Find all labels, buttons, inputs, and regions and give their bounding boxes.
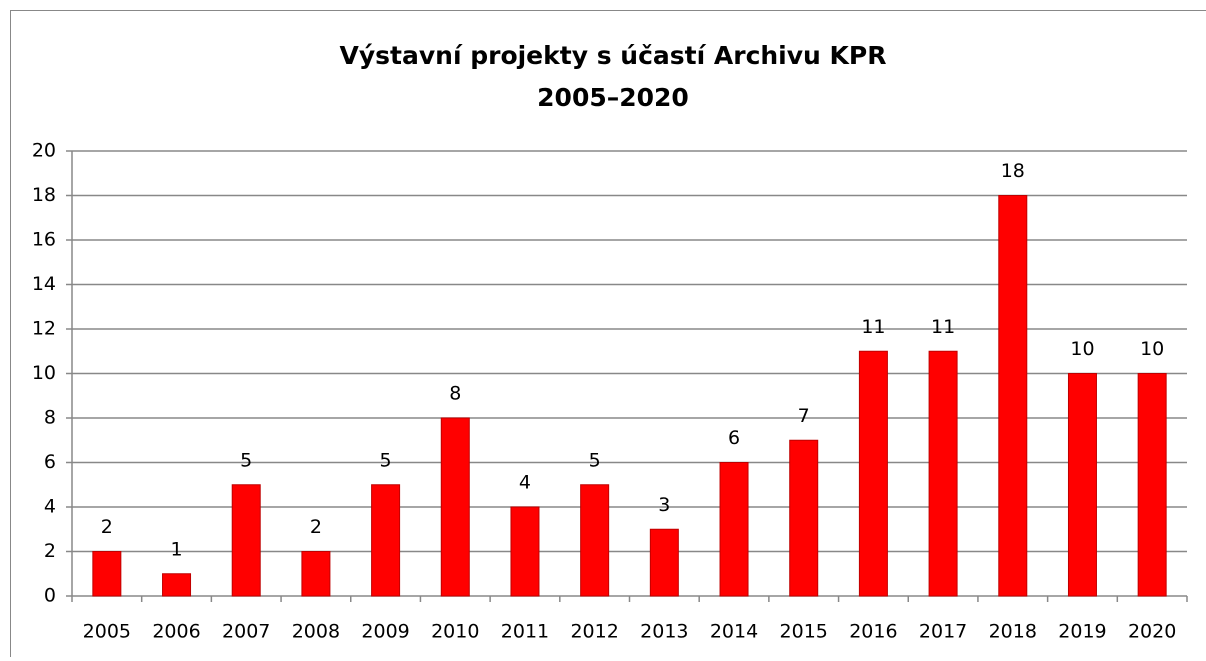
x-tick-label: 2005	[83, 621, 131, 643]
data-label: 2	[310, 516, 322, 538]
y-tick-label: 18	[32, 184, 56, 206]
x-tick-label: 2012	[570, 621, 618, 643]
x-tick-label: 2011	[501, 621, 549, 643]
data-label: 10	[1070, 338, 1094, 360]
x-tick-label: 2008	[292, 621, 340, 643]
bar	[1138, 374, 1166, 597]
chart-title: Výstavní projekty s účastí Archivu KPR	[340, 41, 887, 70]
y-tick-label: 8	[44, 407, 56, 429]
data-label: 6	[728, 427, 740, 449]
data-label: 5	[380, 449, 392, 471]
bar	[302, 552, 330, 597]
bar	[1068, 374, 1096, 597]
bar	[859, 351, 887, 596]
bar	[163, 574, 191, 596]
data-label: 7	[798, 405, 810, 427]
x-tick-label: 2016	[849, 621, 897, 643]
bar	[720, 463, 748, 597]
x-tick-label: 2010	[431, 621, 479, 643]
y-tick-label: 20	[32, 140, 56, 162]
bar	[511, 507, 539, 596]
data-label: 1	[170, 538, 182, 560]
y-tick-label: 2	[44, 540, 56, 562]
y-tick-label: 10	[32, 362, 56, 384]
y-tick-label: 12	[32, 318, 56, 340]
data-label: 8	[449, 383, 461, 405]
y-tick-label: 16	[32, 229, 56, 251]
x-tick-label: 2006	[152, 621, 200, 643]
bar	[232, 485, 260, 596]
y-tick-label: 14	[32, 273, 56, 295]
bar	[441, 418, 469, 596]
x-tick-label: 2019	[1058, 621, 1106, 643]
bar	[929, 351, 957, 596]
bar	[999, 196, 1027, 597]
x-tick-label: 2020	[1128, 621, 1176, 643]
x-tick-label: 2009	[361, 621, 409, 643]
bar	[93, 552, 121, 597]
data-label: 10	[1140, 338, 1164, 360]
x-tick-label: 2015	[780, 621, 828, 643]
data-label: 5	[589, 449, 601, 471]
bar	[372, 485, 400, 596]
data-label: 3	[658, 494, 670, 516]
data-label: 11	[931, 316, 955, 338]
data-label: 2	[101, 516, 113, 538]
data-label: 11	[861, 316, 885, 338]
bar	[790, 440, 818, 596]
data-label: 4	[519, 472, 531, 494]
x-tick-label: 2018	[989, 621, 1037, 643]
chart-subtitle: 2005–2020	[537, 83, 689, 112]
y-tick-label: 4	[44, 496, 56, 518]
x-tick-label: 2017	[919, 621, 967, 643]
bar	[581, 485, 609, 596]
bar	[650, 529, 678, 596]
y-tick-label: 6	[44, 451, 56, 473]
data-label: 18	[1001, 160, 1025, 182]
x-tick-label: 2014	[710, 621, 758, 643]
data-label: 5	[240, 449, 252, 471]
x-tick-label: 2013	[640, 621, 688, 643]
x-tick-label: 2007	[222, 621, 270, 643]
y-tick-label: 0	[44, 585, 56, 607]
